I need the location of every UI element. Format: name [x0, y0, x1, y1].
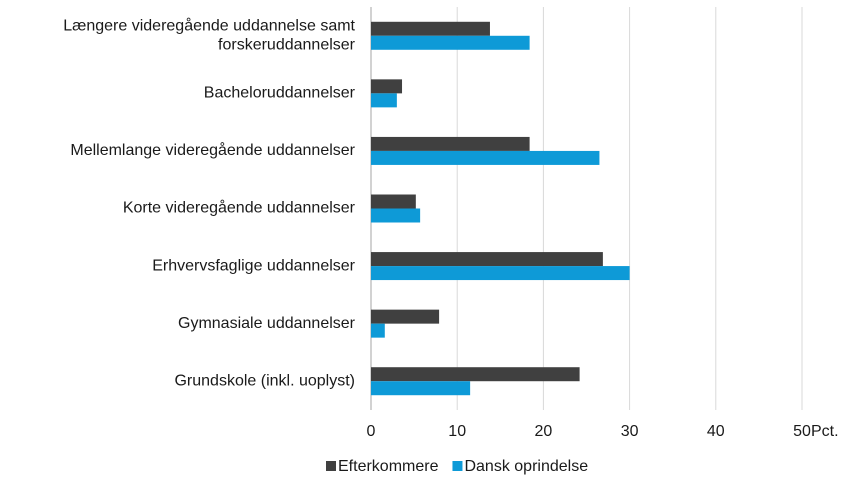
legend-label: Efterkommere: [338, 458, 439, 475]
x-tick-label: 20: [535, 423, 553, 440]
y-tick-label: Længere videregående uddannelse samt fors…: [63, 17, 355, 54]
legend-label: Dansk oprindelse: [464, 458, 588, 475]
x-tick-label: 10: [448, 423, 466, 440]
y-tick-label: Korte videregående uddannelser: [123, 199, 356, 217]
x-axis-label: Pct.: [811, 423, 839, 440]
y-tick-label: Erhvervsfaglige uddannelser: [152, 257, 355, 274]
bar: [371, 93, 397, 108]
bar: [371, 136, 530, 151]
y-tick-label: Mellemlange videregående uddannelser: [70, 141, 355, 159]
legend-swatch: [326, 461, 336, 471]
bar: [371, 252, 603, 267]
bar: [371, 309, 440, 324]
bar: [371, 367, 580, 382]
bar: [371, 323, 385, 338]
bar: [371, 381, 471, 396]
x-tick-label: 50: [793, 423, 811, 440]
bar: [371, 21, 490, 36]
bar: [371, 266, 630, 281]
y-tick-label: Gymnasiale uddannelser: [178, 315, 356, 332]
bar: [371, 208, 421, 223]
bar: [371, 194, 416, 209]
legend-swatch: [452, 461, 463, 471]
y-tick-label: Grundskole (inkl. uoplyst): [174, 372, 355, 389]
bar: [371, 35, 530, 50]
x-tick-label: 0: [367, 423, 376, 440]
x-tick-label: 40: [707, 423, 725, 440]
bar: [371, 150, 600, 165]
bar: [371, 79, 403, 94]
x-tick-label: 30: [621, 423, 639, 440]
y-tick-label: Bacheloruddannelser: [204, 85, 356, 102]
